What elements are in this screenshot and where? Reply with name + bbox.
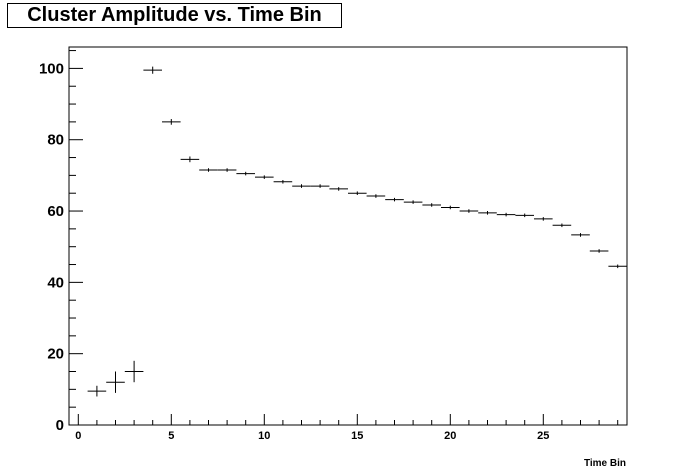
- y-tick-label: 40: [47, 274, 64, 291]
- data-point: [366, 194, 386, 198]
- data-point: [273, 180, 293, 184]
- chart-title: Cluster Amplitude vs. Time Bin: [7, 3, 342, 28]
- y-tick-label: 60: [47, 203, 64, 220]
- x-tick-label: 5: [168, 430, 174, 442]
- y-axis: 0 20 40 60 80 100: [39, 50, 83, 434]
- data-point: [459, 209, 479, 213]
- data-point: [87, 385, 107, 397]
- data-point: [162, 119, 181, 125]
- data-point: [329, 187, 348, 191]
- data-point: [255, 175, 274, 179]
- data-point: [441, 205, 460, 210]
- data-point: [143, 66, 162, 74]
- data-point: [310, 184, 330, 188]
- data-point: [217, 168, 237, 172]
- data-point: [348, 191, 367, 195]
- data-points: [87, 66, 627, 397]
- data-point: [571, 233, 590, 237]
- y-tick-label: 80: [47, 132, 64, 149]
- x-tick-label: 25: [537, 430, 549, 442]
- data-point: [552, 223, 572, 228]
- data-point: [106, 371, 125, 393]
- x-axis: 0 5 10 15 20 25: [75, 414, 619, 442]
- data-point: [515, 213, 534, 218]
- x-tick-label: 0: [75, 430, 81, 442]
- data-point: [403, 200, 423, 204]
- x-axis-title: Time Bin: [584, 458, 626, 469]
- data-point: [496, 212, 516, 217]
- data-point: [422, 203, 441, 207]
- data-point: [236, 171, 255, 176]
- data-point: [385, 197, 404, 202]
- data-point: [199, 168, 218, 172]
- y-tick-label: 100: [39, 60, 64, 77]
- data-point: [608, 264, 627, 269]
- data-point: [589, 249, 609, 253]
- y-tick-label: 20: [47, 346, 64, 363]
- data-point: [478, 211, 497, 215]
- y-tick-label: 0: [56, 417, 64, 434]
- data-point: [124, 360, 144, 383]
- plot-frame: [68, 46, 628, 426]
- data-point: [292, 184, 311, 188]
- data-point: [180, 156, 200, 163]
- x-tick-label: 20: [444, 430, 456, 442]
- data-point: [534, 217, 553, 221]
- x-tick-label: 10: [258, 430, 270, 442]
- x-tick-label: 15: [351, 430, 363, 442]
